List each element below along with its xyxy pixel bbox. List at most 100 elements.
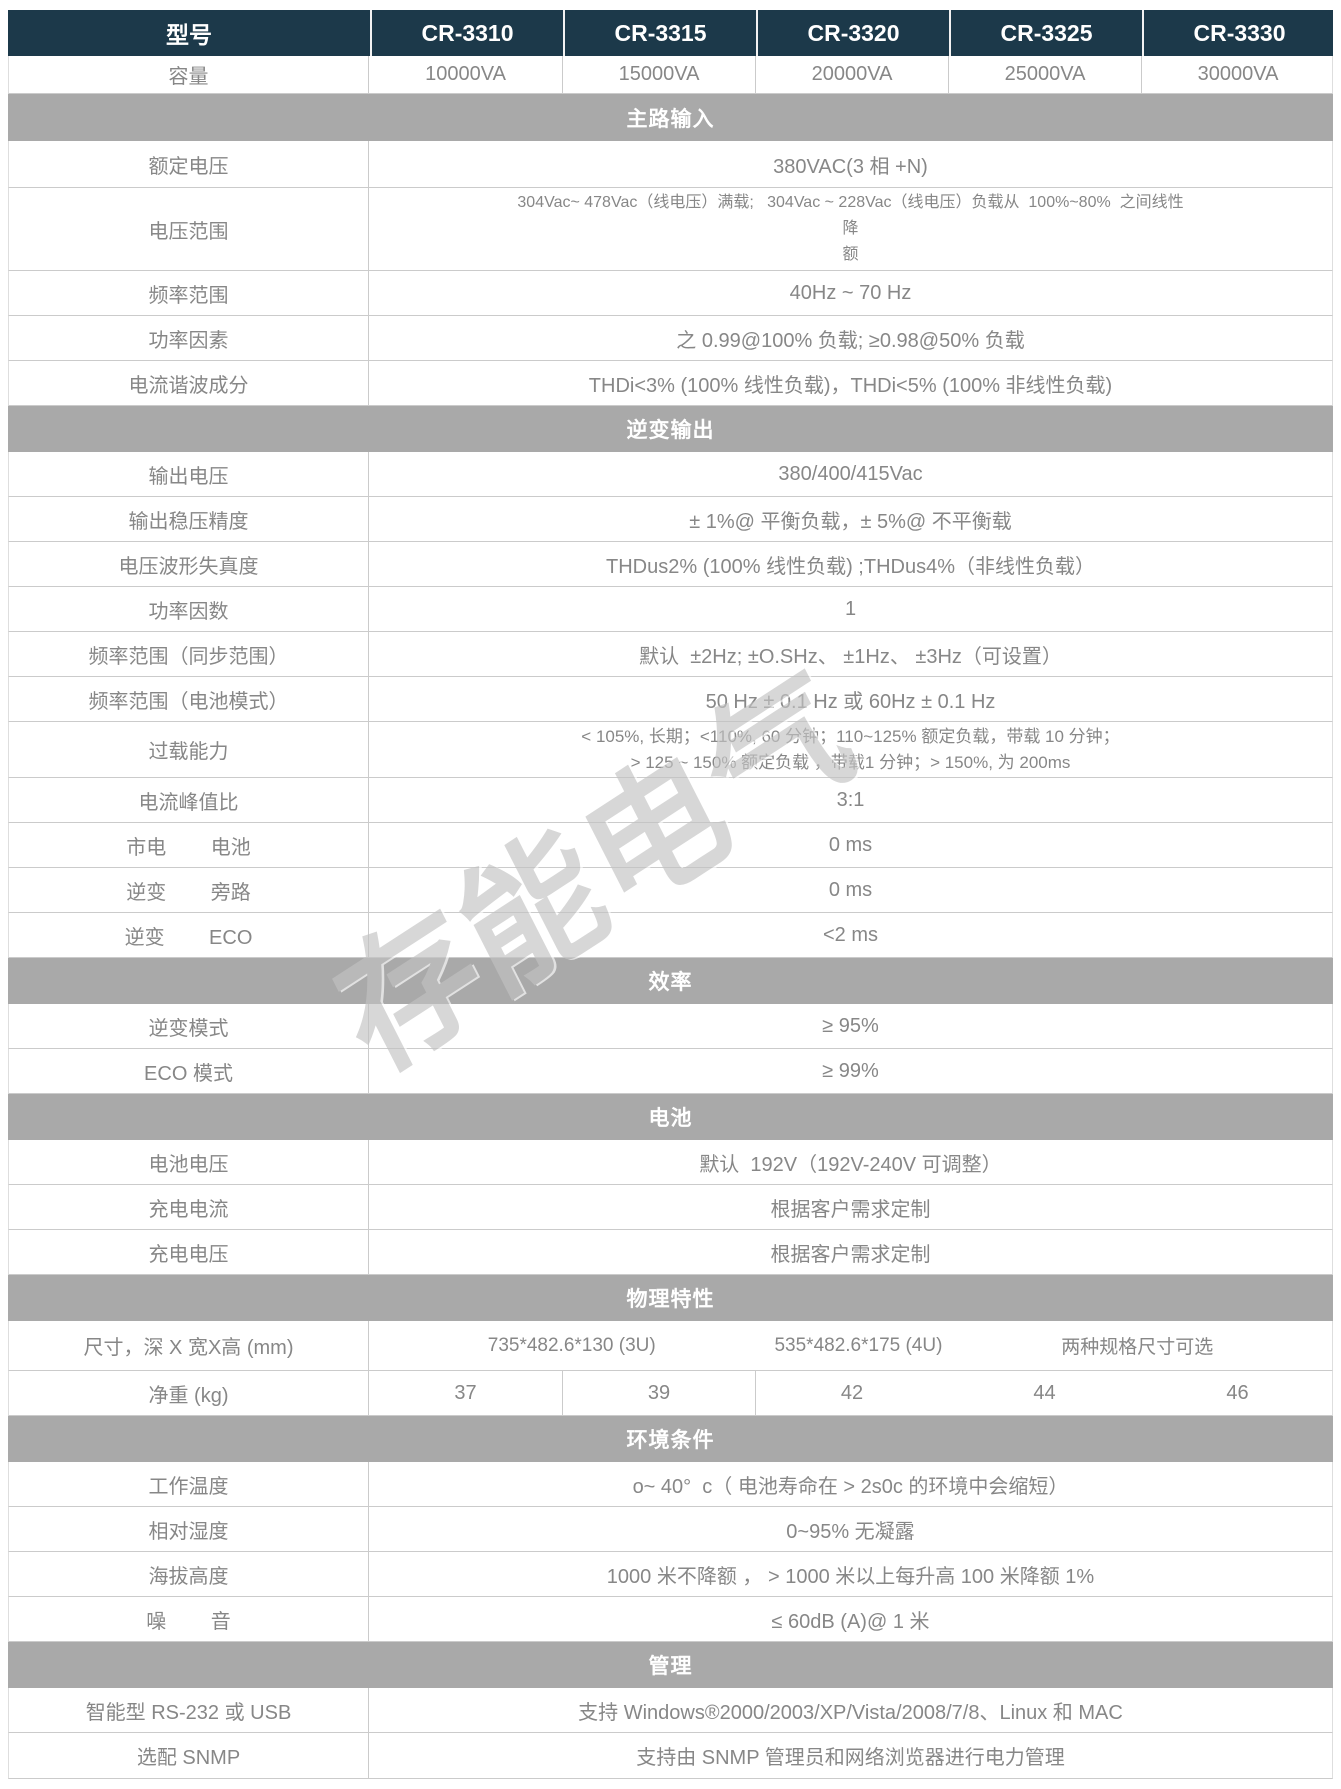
row-label: 充电电压 <box>9 1230 369 1274</box>
row-value: 380VAC(3 相 +N) <box>773 155 928 178</box>
row-label: 市电 电池 <box>9 823 369 867</box>
row-net-weight: 净重 (kg) 37 39 42 44 46 <box>8 1371 1333 1416</box>
section-title: 管理 <box>648 1655 693 1678</box>
capacity-value: 30000VA <box>1141 56 1334 93</box>
row-label: 频率范围 <box>9 271 369 315</box>
row-value: 默认 192V（192V-240V 可调整） <box>699 1153 1002 1176</box>
row-efficiency-inverter: 逆变模式 ≥ 95% <box>8 1004 1333 1049</box>
row-value: ≥ 95% <box>822 1014 879 1037</box>
row-value: 之 0.99@100% 负载; ≥0.98@50% 负载 <box>676 329 1025 352</box>
section-title: 逆变输出 <box>626 419 715 442</box>
section-title: 主路输入 <box>626 107 715 131</box>
row-value: 40Hz ~ 70 Hz <box>789 281 912 304</box>
value-line: 额 <box>842 246 859 263</box>
capacity-value: 10000VA <box>425 63 506 85</box>
weight-value: 46 <box>1226 1381 1249 1404</box>
row-label: 尺寸，深 X 宽X高 (mm) <box>9 1321 369 1370</box>
row-label: 相对湿度 <box>9 1507 369 1551</box>
row-dimensions: 尺寸，深 X 宽X高 (mm) 735*482.6*130 (3U) 535*4… <box>8 1321 1333 1371</box>
row-value: 380/400/415Vac <box>778 462 923 485</box>
row-relative-humidity: 相对湿度 0~95% 无凝露 <box>8 1507 1333 1552</box>
row-value: THDus2% (100% 线性负载) ;THDus4%（非线性负载） <box>606 555 1095 578</box>
row-output-power-factor: 功率因数 1 <box>8 587 1333 632</box>
row-value: 根据客户需求定制 <box>770 1198 931 1221</box>
row-label: 功率因素 <box>9 316 369 360</box>
capacity-row: 容量 10000VA 15000VA 20000VA 25000VA 30000… <box>8 56 1333 94</box>
dimension-option: 535*482.6*175 (4U) <box>774 1334 943 1356</box>
row-value: 1 <box>844 597 857 620</box>
row-noise: 噪 音 ≤ 60dB (A)@ 1 米 <box>8 1597 1333 1642</box>
model-name: CR-3330 <box>1142 10 1335 56</box>
section-title: 电池 <box>648 1107 693 1130</box>
row-transfer-mains-battery: 市电 电池 0 ms <box>8 823 1333 868</box>
row-freq-battery-mode: 频率范围（电池模式） 50 Hz ± 0.1 Hz 或 60Hz ± 0.1 H… <box>8 677 1333 722</box>
section-inverter-output: 逆变输出 <box>8 406 1333 452</box>
section-battery: 电池 <box>8 1094 1333 1140</box>
dimension-option: 735*482.6*130 (3U) <box>487 1334 656 1356</box>
row-value: 1000 米不降额 ， > 1000 米以上每升高 100 米降额 1% <box>606 1565 1095 1588</box>
capacity-value: 20000VA <box>755 56 948 93</box>
model-header-label: 型号 <box>166 22 212 48</box>
row-battery-voltage: 电池电压 默认 192V（192V-240V 可调整） <box>8 1140 1333 1185</box>
ups-spec-table: 型号 CR-3310 CR-3315 CR-3320 CR-3325 CR-33… <box>8 10 1333 1779</box>
row-label: 频率范围（电池模式） <box>9 677 369 721</box>
row-value: 默认 ±2Hz; ±O.SHz、 ±1Hz、 ±3Hz（可设置） <box>639 645 1062 668</box>
row-value: 支持 Windows®2000/2003/XP/Vista/2008/7/8、L… <box>578 1701 1123 1724</box>
row-altitude: 海拔高度 1000 米不降额 ， > 1000 米以上每升高 100 米降额 1… <box>8 1552 1333 1597</box>
row-label: ECO 模式 <box>9 1049 369 1093</box>
row-value: 0~95% 无凝露 <box>786 1520 915 1543</box>
row-frequency-range: 频率范围 40Hz ~ 70 Hz <box>8 271 1333 316</box>
row-label: 逆变 旁路 <box>9 868 369 912</box>
row-value: THDi<3% (100% 线性负载)，THDi<5% (100% 非线性负载) <box>588 374 1113 397</box>
row-charge-voltage: 充电电压 根据客户需求定制 <box>8 1230 1333 1275</box>
row-value: 304Vac~ 478Vac（线电压）满载; 304Vac ~ 228Vac（线… <box>369 188 1332 270</box>
row-label: 选配 SNMP <box>9 1733 369 1778</box>
section-management: 管理 <box>8 1642 1333 1688</box>
model-name: CR-3320 <box>756 10 949 56</box>
row-operating-temperature: 工作温度 o~ 40° c（ 电池寿命在 > 2s0c 的环境中会缩短） <box>8 1462 1333 1507</box>
row-label: 噪 音 <box>9 1597 369 1641</box>
row-value: 根据客户需求定制 <box>770 1243 931 1266</box>
row-label: 频率范围（同步范围） <box>9 632 369 676</box>
row-label: 智能型 RS-232 或 USB <box>9 1688 369 1732</box>
section-title: 环境条件 <box>626 1429 715 1452</box>
row-crest-factor: 电流峰值比 3:1 <box>8 778 1333 823</box>
row-snmp: 选配 SNMP 支持由 SNMP 管理员和网络浏览器进行电力管理 <box>8 1733 1333 1779</box>
row-charge-current: 充电电流 根据客户需求定制 <box>8 1185 1333 1230</box>
capacity-value: 15000VA <box>562 56 755 93</box>
row-value: 3:1 <box>836 788 865 811</box>
row-value: 50 Hz ± 0.1 Hz 或 60Hz ± 0.1 Hz <box>705 690 996 713</box>
row-label: 逆变 ECO <box>9 913 369 957</box>
row-transfer-inverter-bypass: 逆变 旁路 0 ms <box>8 868 1333 913</box>
row-output-regulation: 输出稳压精度 ± 1%@ 平衡负载，± 5%@ 不平衡载 <box>8 497 1333 542</box>
model-name: CR-3310 <box>370 10 563 56</box>
weight-value: 37 <box>454 1381 477 1404</box>
row-label: 过载能力 <box>9 722 369 777</box>
value-line: > 125 ~ 150% 额定负载 ，带载1 分钟；> 150%, 为 200m… <box>630 752 1071 772</box>
row-label: 电池电压 <box>9 1140 369 1184</box>
value-line: < 105%, 长期；<110%, 60 分钟；110~125% 额定负载，带载… <box>581 726 1120 746</box>
row-value: <2 ms <box>822 923 879 946</box>
row-value: 0 ms <box>828 878 873 901</box>
value-line: 304Vac~ 478Vac（线电压）满载; 304Vac ~ 228Vac（线… <box>517 194 1184 211</box>
row-efficiency-eco: ECO 模式 ≥ 99% <box>8 1049 1333 1094</box>
weight-value: 44 <box>1033 1381 1056 1404</box>
row-current-thd: 电流谐波成分 THDi<3% (100% 线性负载)，THDi<5% (100%… <box>8 361 1333 406</box>
row-label: 逆变模式 <box>9 1004 369 1048</box>
dimensions-values: 735*482.6*130 (3U) 535*482.6*175 (4U) 两种… <box>369 1321 1332 1370</box>
row-label: 容量 <box>9 56 369 93</box>
row-freq-sync-range: 频率范围（同步范围） 默认 ±2Hz; ±O.SHz、 ±1Hz、 ±3Hz（可… <box>8 632 1333 677</box>
row-value: o~ 40° c（ 电池寿命在 > 2s0c 的环境中会缩短） <box>632 1475 1069 1498</box>
row-voltage-range: 电压范围 304Vac~ 478Vac（线电压）满载; 304Vac ~ 228… <box>8 188 1333 271</box>
weight-value: 42 <box>755 1371 948 1415</box>
row-value: 0 ms <box>828 833 873 856</box>
row-label: 输出稳压精度 <box>9 497 369 541</box>
row-overload-capacity: 过载能力 < 105%, 长期；<110%, 60 分钟；110~125% 额定… <box>8 722 1333 778</box>
section-environment: 环境条件 <box>8 1416 1333 1462</box>
row-transfer-inverter-eco: 逆变 ECO <2 ms <box>8 913 1333 958</box>
weight-value: 39 <box>562 1371 755 1415</box>
row-rated-voltage: 额定电压 380VAC(3 相 +N) <box>8 141 1333 188</box>
row-label: 功率因数 <box>9 587 369 631</box>
capacity-value: 25000VA <box>948 56 1141 93</box>
row-label: 电压波形失真度 <box>9 542 369 586</box>
